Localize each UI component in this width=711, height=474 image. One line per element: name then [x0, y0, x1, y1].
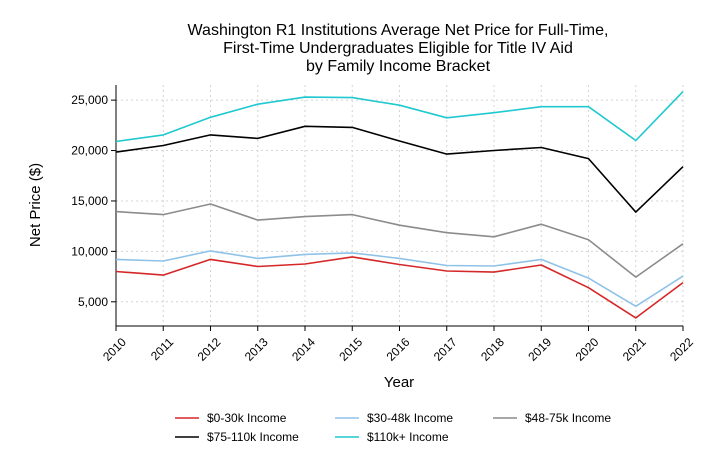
legend-item: $75-110k Income — [175, 430, 299, 444]
legend: $0-30k Income $30-48k Income $48-75k Incom… — [175, 411, 611, 444]
x-tick-label: 2022 — [667, 335, 696, 364]
legend-item: $0-30k Income — [175, 411, 287, 425]
x-axis-label: Year — [384, 374, 414, 391]
legend-label: $30-48k Income — [367, 411, 453, 425]
x-tick-label: 2016 — [384, 335, 413, 364]
chart-title-line-3: by Family Income Bracket — [306, 58, 491, 75]
series-line-110k-income — [115, 91, 684, 143]
axes-layer: 2010 2011 2012 2013 2014 2015 2016 2017 2018 2019… — [71, 85, 696, 364]
x-tick-label: 2013 — [242, 335, 271, 364]
chart-title-line-2: First-Time Undergraduates Eligible for T… — [223, 40, 573, 57]
legend-item: $48-75k Income — [493, 411, 611, 425]
legend-label: $48-75k Income — [525, 411, 611, 425]
x-tick-label: 2014 — [289, 335, 318, 364]
series-line-30-48k-income — [115, 250, 684, 308]
x-tick-label: 2020 — [573, 335, 602, 364]
x-tick-label: 2015 — [336, 335, 365, 364]
series-line-48-75k-income — [115, 203, 684, 278]
y-tick-label: 20,000 — [71, 144, 108, 158]
y-tick-label: 5,000 — [78, 295, 108, 309]
chart-title: Washington R1 Institutions Average Net P… — [188, 22, 609, 75]
x-tick-label: 2011 — [148, 335, 176, 363]
y-tick-label: 15,000 — [71, 194, 108, 208]
x-tick-label: 2021 — [620, 335, 649, 364]
x-tick-label: 2010 — [100, 335, 129, 364]
y-tick-label: 25,000 — [71, 93, 108, 107]
series-line-0-30k-income — [115, 256, 684, 319]
grid-layer — [115, 85, 684, 326]
series-layer — [115, 91, 684, 319]
y-axis-label: Net Price ($) — [27, 163, 44, 247]
chart-title-line-1: Washington R1 Institutions Average Net P… — [188, 22, 609, 39]
legend-label: $75-110k Income — [207, 430, 299, 444]
series-line-75-110k-income — [115, 125, 684, 213]
legend-item: $110k+ Income — [335, 430, 449, 444]
x-tick-label: 2017 — [431, 335, 460, 364]
x-tick-label: 2018 — [478, 335, 507, 364]
legend-label: $0-30k Income — [207, 411, 287, 425]
y-tick-label: 10,000 — [71, 244, 108, 258]
legend-label: $110k+ Income — [367, 430, 449, 444]
x-tick-label: 2019 — [525, 335, 554, 364]
x-tick-label: 2012 — [195, 335, 224, 364]
legend-item: $30-48k Income — [335, 411, 453, 425]
